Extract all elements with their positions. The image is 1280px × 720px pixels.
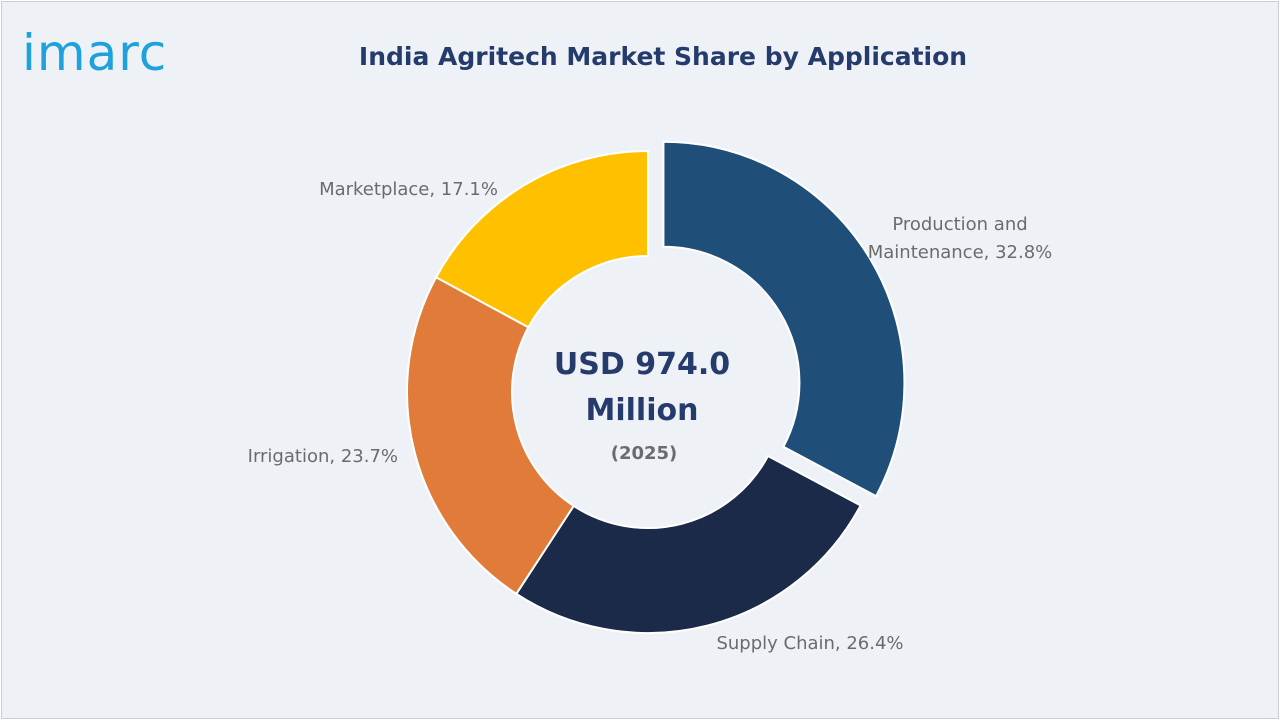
- slice-label-production-and-maintenance: Production and Maintenance, 32.8%: [868, 214, 1053, 263]
- slice-production-and-maintenance: [662, 140, 906, 498]
- imarc-logo: imarc: [22, 24, 168, 82]
- slice-marketplace: [434, 149, 649, 329]
- slice-label-marketplace: Marketplace, 17.1%: [319, 179, 498, 200]
- slice-label-supply-chain: Supply Chain, 26.4%: [716, 633, 903, 654]
- slice-supply-chain: [514, 454, 862, 634]
- center-value-unit: Million: [586, 393, 699, 428]
- chart-title: India Agritech Market Share by Applicati…: [358, 42, 968, 71]
- slice-irrigation: [406, 275, 576, 596]
- center-year: (2025): [611, 443, 678, 464]
- slice-label-irrigation: Irrigation, 23.7%: [248, 446, 398, 467]
- center-value: USD 974.0: [554, 347, 730, 382]
